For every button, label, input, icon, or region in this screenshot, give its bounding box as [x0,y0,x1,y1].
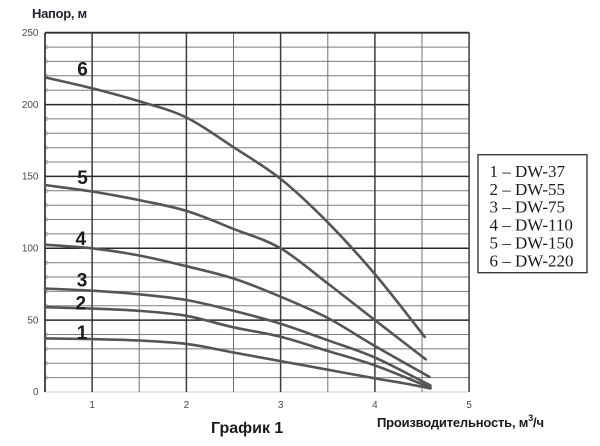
svg-text:2 – DW-55: 2 – DW-55 [490,180,566,199]
svg-text:6: 6 [77,60,88,81]
svg-text:График 1: График 1 [211,420,283,437]
svg-text:200: 200 [22,100,39,111]
svg-text:150: 150 [22,172,39,183]
svg-text:3: 3 [278,400,284,411]
svg-text:Производительность, м3/ч: Производительность, м3/ч [377,413,544,430]
svg-text:4 – DW-110: 4 – DW-110 [490,216,573,235]
svg-text:50: 50 [27,315,39,326]
svg-text:2: 2 [184,400,190,411]
svg-text:3 – DW-75: 3 – DW-75 [490,198,566,217]
svg-text:5: 5 [77,168,88,189]
svg-text:4: 4 [76,229,87,250]
svg-text:1 – DW-37: 1 – DW-37 [490,162,566,181]
svg-text:4: 4 [372,400,378,411]
svg-text:5: 5 [466,400,472,411]
svg-text:1: 1 [89,400,95,411]
svg-text:6 – DW-220: 6 – DW-220 [490,251,574,270]
svg-text:5 – DW-150: 5 – DW-150 [490,233,574,252]
svg-text:Напор, м: Напор, м [32,6,87,21]
svg-text:0: 0 [33,387,39,398]
svg-text:2: 2 [76,293,87,314]
svg-text:1: 1 [77,323,88,344]
svg-text:100: 100 [22,244,39,255]
svg-text:3: 3 [77,271,88,292]
svg-text:250: 250 [22,28,39,39]
